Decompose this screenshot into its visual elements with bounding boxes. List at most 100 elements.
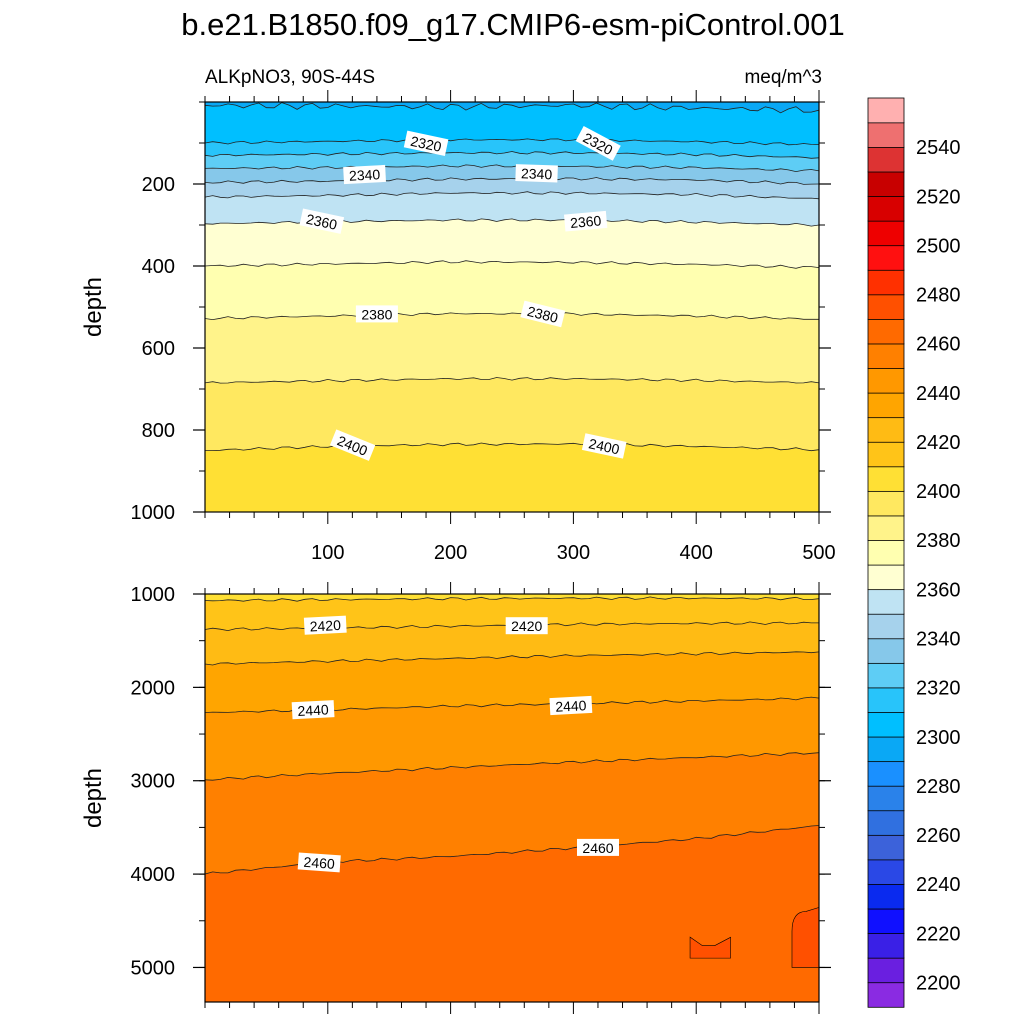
svg-text:2340: 2340 bbox=[349, 166, 381, 184]
colorbar-swatch bbox=[867, 760, 905, 787]
colorbar-tick-label: 2500 bbox=[916, 235, 961, 257]
colorbar-swatch bbox=[867, 883, 905, 910]
contour-line-2410 bbox=[205, 596, 819, 602]
colorbar-swatch bbox=[867, 122, 905, 148]
y-tick-label: 400 bbox=[142, 256, 175, 278]
svg-text:2440: 2440 bbox=[297, 701, 329, 719]
contour-band bbox=[205, 377, 819, 451]
svg-text:2380: 2380 bbox=[526, 303, 560, 326]
contour-label: 2400 bbox=[581, 433, 627, 459]
colorbar-swatch bbox=[867, 441, 905, 468]
colorbar-tick-label: 2400 bbox=[916, 481, 961, 503]
colorbar-tick-label: 2360 bbox=[916, 579, 961, 601]
x-tick-label: 400 bbox=[680, 542, 713, 564]
contour-patch bbox=[689, 936, 731, 959]
y-tick-label: 5000 bbox=[131, 957, 176, 979]
contour-label: 2340 bbox=[515, 164, 558, 183]
svg-text:2420: 2420 bbox=[511, 618, 542, 634]
x-tick-label: 200 bbox=[434, 542, 467, 564]
contour-label: 2440 bbox=[549, 695, 593, 716]
colorbar-swatch bbox=[867, 367, 905, 394]
contour-label: 2420 bbox=[505, 617, 548, 635]
x-tick-label: 300 bbox=[557, 542, 590, 564]
colorbar-swatch bbox=[867, 908, 905, 934]
lower-plot-area: 2420 2420 2440 2440 2460 2460 bbox=[205, 594, 819, 1002]
units-label: meq/m^3 bbox=[744, 67, 822, 88]
contour-line-2340 bbox=[205, 177, 819, 185]
colorbar-swatch bbox=[867, 736, 905, 763]
x-tick-label: 500 bbox=[802, 542, 835, 564]
y-tick-label: 200 bbox=[142, 174, 175, 196]
contour-band bbox=[205, 102, 819, 145]
contour-label: 2380 bbox=[520, 300, 566, 328]
contour-label: 2420 bbox=[303, 615, 347, 635]
colorbar-swatch bbox=[867, 859, 905, 885]
colorbar-swatch bbox=[867, 711, 905, 738]
y-tick-label: 600 bbox=[142, 338, 175, 360]
colorbar-tick-label: 2440 bbox=[916, 383, 961, 405]
colorbar-swatch bbox=[867, 687, 905, 713]
contour-label: 2360 bbox=[563, 210, 608, 232]
colorbar-tick-label: 2540 bbox=[916, 137, 961, 159]
colorbar-tick-label: 2480 bbox=[916, 285, 961, 307]
colorbar-swatch bbox=[867, 515, 905, 541]
svg-text:2460: 2460 bbox=[582, 840, 613, 856]
variable-label: ALKpNO3, 90S-44S bbox=[205, 67, 375, 88]
y-tick-label: 800 bbox=[142, 420, 175, 442]
y-tick-label: 4000 bbox=[131, 864, 176, 886]
colorbar-tick-label: 2340 bbox=[916, 629, 961, 651]
colorbar-swatch bbox=[867, 416, 905, 443]
colorbar-tick-label: 2460 bbox=[916, 334, 961, 356]
colorbar-swatch bbox=[867, 588, 905, 615]
lower-panel: 2420 2420 2440 2440 2460 2460 1000 2000 3000 4000… bbox=[80, 582, 831, 1014]
contour-line-2310 bbox=[205, 137, 819, 146]
colorbar-tick-label: 2520 bbox=[916, 186, 961, 208]
contour-line-2350 bbox=[205, 191, 819, 200]
contour-band bbox=[205, 594, 819, 602]
svg-text:2400: 2400 bbox=[587, 435, 621, 457]
contour-patch bbox=[791, 907, 819, 968]
colorbar-swatch bbox=[867, 195, 905, 222]
colorbar: 2200 2220 2240 2260 2280 2300 2320 2340 2360 2380… bbox=[867, 97, 961, 1008]
contour-label: 2460 bbox=[577, 838, 619, 856]
y-tick-label: 1000 bbox=[131, 584, 176, 606]
contour-band bbox=[205, 596, 819, 631]
colorbar-swatch bbox=[867, 269, 905, 296]
svg-text:2380: 2380 bbox=[361, 306, 392, 322]
colorbar-swatch bbox=[867, 564, 905, 591]
contour-line-2390 bbox=[205, 377, 819, 384]
contour-label: 2320 bbox=[403, 130, 449, 156]
svg-text:2340: 2340 bbox=[521, 165, 553, 182]
svg-text:2360: 2360 bbox=[305, 211, 339, 233]
svg-text:2360: 2360 bbox=[569, 212, 602, 231]
lower-frame bbox=[204, 593, 820, 1003]
colorbar-swatch bbox=[867, 613, 905, 640]
colorbar-tick-label: 2380 bbox=[916, 530, 961, 552]
y-axis-title: depth bbox=[80, 768, 107, 828]
contour-line-2380 bbox=[205, 312, 819, 321]
colorbar-swatch bbox=[867, 638, 905, 664]
contour-line-2330 bbox=[205, 164, 819, 173]
colorbar-swatch bbox=[867, 982, 905, 1008]
contour-band bbox=[205, 697, 819, 781]
colorbar-tick-label: 2320 bbox=[916, 678, 961, 700]
colorbar-swatch bbox=[867, 171, 905, 197]
y-axis-title: depth bbox=[80, 277, 107, 337]
colorbar-swatch bbox=[867, 318, 905, 345]
colorbar-swatch bbox=[867, 834, 905, 861]
colorbar-swatch bbox=[867, 343, 905, 369]
colorbar-tick-label: 2420 bbox=[916, 432, 961, 454]
colorbar-swatch bbox=[867, 932, 905, 959]
contour-label: 2440 bbox=[291, 700, 335, 720]
contour-label: 2360 bbox=[299, 208, 345, 234]
colorbar-tick-label: 2240 bbox=[916, 874, 961, 896]
contour-line-2430 bbox=[205, 651, 819, 666]
colorbar-swatch bbox=[867, 220, 905, 247]
svg-text:2460: 2460 bbox=[303, 854, 335, 872]
contour-line-2400 bbox=[205, 442, 819, 452]
chart-title: b.e21.B1850.f09_g17.CMIP6-esm-piControl.… bbox=[181, 7, 844, 42]
svg-text:2420: 2420 bbox=[309, 617, 341, 635]
